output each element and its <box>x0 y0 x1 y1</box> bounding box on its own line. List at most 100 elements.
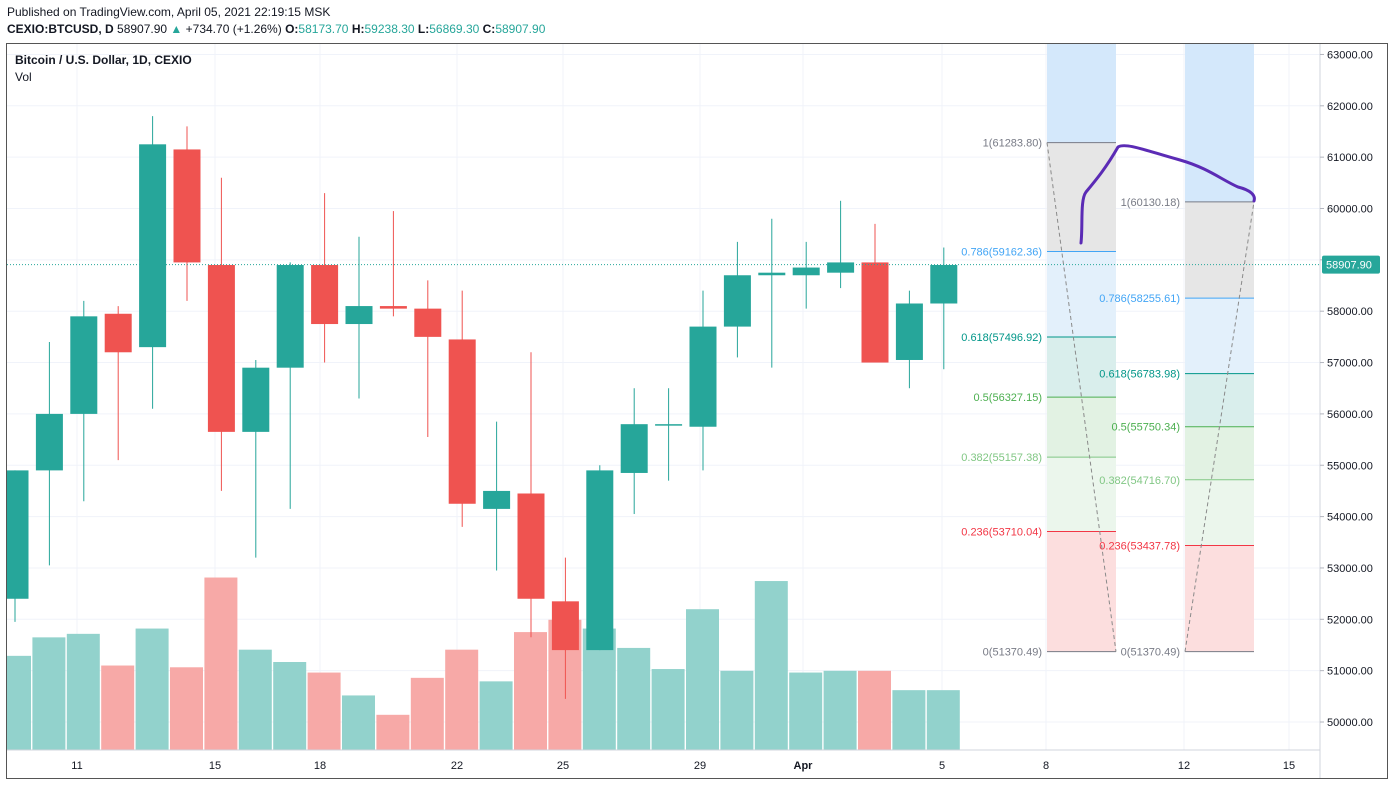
candle-body <box>207 264 235 432</box>
price-axis: 63000.0062000.0061000.0060000.0059000.00… <box>1319 44 1380 778</box>
left-fib-zones <box>1047 44 1116 652</box>
right-fib-zone <box>1185 545 1254 652</box>
volume-bar <box>514 632 547 750</box>
volume-bar <box>858 670 891 750</box>
low-value: 56869.30 <box>429 22 480 36</box>
volume-bar <box>754 581 788 750</box>
right-fib-label: 0.5(55750.34) <box>1112 422 1181 434</box>
price-change: +734.70 (+1.26%) <box>185 22 282 36</box>
right-fib-label: 0.236(53437.78) <box>1099 540 1180 552</box>
published-note: Published on TradingView.com, April 05, … <box>7 5 331 19</box>
left-fib-zone <box>1047 457 1116 532</box>
candle-body <box>311 264 339 325</box>
volume-bar <box>479 681 513 750</box>
chart-frame <box>6 43 1388 779</box>
volume-bar <box>823 670 857 750</box>
low-label: L: <box>417 22 430 36</box>
price-tick-label: 60000.00 <box>1327 204 1373 216</box>
candle-body <box>414 308 442 337</box>
left-fib-label: 1(61283.80) <box>983 138 1042 150</box>
candle-body <box>861 262 889 363</box>
volume-bar <box>135 628 169 750</box>
open-label: O: <box>285 22 299 36</box>
price-tick-label: 57000.00 <box>1327 358 1373 370</box>
ohlc-header: CEXIO:BTCUSD, D 58907.90 ▲ +734.70 (+1.2… <box>7 22 545 36</box>
time-tick-label: Apr <box>794 760 814 772</box>
left-fib-label: 0.382(55157.38) <box>961 452 1042 464</box>
candle-body <box>345 306 373 325</box>
legend-title: Bitcoin / U.S. Dollar, 1D, CEXIO <box>15 53 192 67</box>
volume-bar <box>273 662 307 750</box>
candle-body <box>276 264 304 368</box>
candle-body <box>35 413 63 471</box>
close-label: C: <box>482 22 496 36</box>
volume-bar <box>789 672 823 750</box>
volume-bar <box>686 609 719 750</box>
candle-body <box>930 264 958 304</box>
open-value: 58173.70 <box>298 22 349 36</box>
volume-bar <box>342 695 375 750</box>
high-label: H: <box>351 22 365 36</box>
symbol-label: CEXIO:BTCUSD, D <box>7 22 114 36</box>
time-tick-label: 11 <box>71 760 82 772</box>
volume-bars <box>7 577 960 750</box>
candle-body <box>689 326 717 427</box>
volume-bar <box>101 665 135 750</box>
price-tick-label: 56000.00 <box>1327 409 1373 421</box>
candle-body <box>379 306 407 309</box>
candle-body <box>792 267 820 276</box>
volume-bar <box>66 633 100 750</box>
candle-body <box>70 316 98 414</box>
candle-body <box>620 424 648 473</box>
right-fib-label: 0(51370.49) <box>1121 647 1180 659</box>
left-fib-label: 0.618(57496.92) <box>961 332 1042 344</box>
time-tick-label: 22 <box>451 760 463 772</box>
price-tick-label: 53000.00 <box>1327 563 1373 575</box>
last-price: 58907.90 <box>117 22 168 36</box>
last-price-marker <box>1322 255 1380 274</box>
projection-drawing <box>1079 144 1256 245</box>
volume-bar <box>720 670 754 750</box>
volume-bar <box>204 577 238 750</box>
price-tick-label: 54000.00 <box>1327 512 1373 524</box>
price-tick-label: 62000.00 <box>1327 101 1373 113</box>
time-tick-label: 12 <box>1178 760 1190 772</box>
left-fib-label: 0.786(59162.36) <box>961 247 1042 259</box>
volume-bar <box>410 677 444 750</box>
last-price-label: 58907.90 <box>1326 260 1372 272</box>
time-tick-label: 15 <box>1283 760 1295 772</box>
left-fib-label: 0.236(53710.04) <box>961 526 1042 538</box>
high-value: 59238.30 <box>364 22 415 36</box>
price-tick-label: 50000.00 <box>1327 717 1373 729</box>
candle-body <box>551 601 579 651</box>
candle-body <box>723 275 751 327</box>
candle-body <box>827 262 855 273</box>
candle-body <box>758 272 786 276</box>
right-fib-zone <box>1185 373 1254 427</box>
right-fib-label: 0.382(54716.70) <box>1099 475 1180 487</box>
price-tick-label: 55000.00 <box>1327 460 1373 472</box>
right-fib-levels: 1(60130.18) 0.786(58255.61) 0.618(56783.98… <box>1099 197 1254 659</box>
left-fib-zone <box>1047 337 1116 398</box>
left-fib-extension-zone <box>1047 44 1116 143</box>
candle-body <box>895 303 923 360</box>
right-fib-zone <box>1185 426 1254 480</box>
time-tick-label: 8 <box>1043 760 1049 772</box>
volume-bar <box>307 672 341 750</box>
volume-bar <box>445 649 479 750</box>
left-fib-levels: 1(61283.80) 0.786(59162.36) 0.618(57496.92… <box>961 138 1116 659</box>
right-fib-zone <box>1185 479 1254 546</box>
right-fib-trendline <box>1184 201 1255 652</box>
price-tick-label: 61000.00 <box>1327 152 1373 164</box>
volume-bar <box>238 649 272 750</box>
candle-body <box>483 490 511 509</box>
time-tick-label: 18 <box>314 760 326 772</box>
left-fib-zone <box>1047 531 1116 652</box>
volume-bar <box>170 667 203 750</box>
up-arrow-icon: ▲ <box>170 22 183 36</box>
price-tick-label: 58000.00 <box>1327 306 1373 318</box>
time-axis: 11 15 18 22 25 29 Apr 5 8 12 15 <box>7 749 1320 772</box>
time-tick-label: 15 <box>209 760 221 772</box>
candle-body <box>655 424 683 426</box>
